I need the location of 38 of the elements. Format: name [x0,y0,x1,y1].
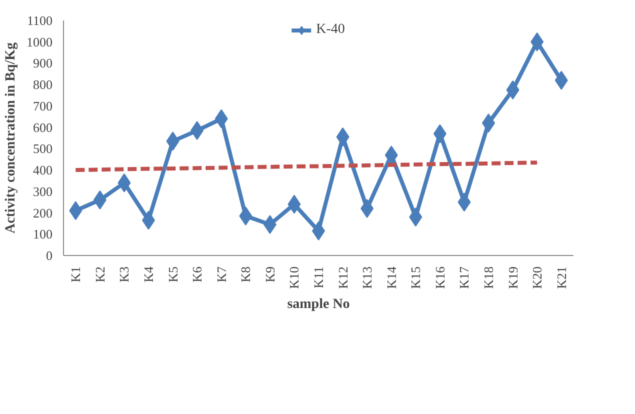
x-tick-label: K12 [335,266,350,289]
y-tick-label: 500 [33,141,52,156]
y-tick-label: 700 [33,98,52,114]
x-tick-label: K4 [141,266,156,282]
x-tick-label: K11 [311,266,326,288]
x-tick-label: K17 [456,266,472,289]
y-tick-label: 200 [33,205,52,220]
x-tick-label: K2 [92,266,108,282]
x-tick-label: K13 [360,266,375,289]
x-tick-label: K5 [165,266,180,282]
x-axis-title: sample No [287,296,350,312]
x-tick-label: K18 [481,266,496,289]
x-tick-label: K8 [238,266,254,282]
x-tick-label: K15 [408,266,424,289]
x-tick-label: K14 [384,266,399,289]
legend-label: K-40 [316,22,345,38]
y-tick-label: 1100 [26,13,53,28]
y-tick-label: 300 [33,184,52,199]
y-tick-label: 1000 [26,34,52,50]
x-tick-label: K10 [286,266,302,289]
y-tick-label: 100 [33,226,52,242]
x-tick-label: K6 [190,266,205,282]
x-tick-label: K7 [214,266,229,282]
line-series [74,160,540,172]
y-axis-title: Activity concentration in Bq/Kg [4,42,18,234]
y-tick-label: 900 [33,56,52,71]
x-tick-label: K19 [505,266,520,289]
x-tick-label: K21 [554,266,569,289]
x-tick-label: K20 [530,266,545,289]
x-tick-label: K3 [116,266,132,282]
y-tick-label: 800 [33,77,52,92]
x-tick-label: K1 [68,266,84,282]
x-tick-label: K9 [262,266,278,282]
y-tick-label: 400 [33,162,52,178]
x-tick-label: K16 [432,266,448,289]
point [360,199,374,218]
y-tick-label: 600 [33,120,52,135]
y-tick-label: 0 [46,248,52,263]
